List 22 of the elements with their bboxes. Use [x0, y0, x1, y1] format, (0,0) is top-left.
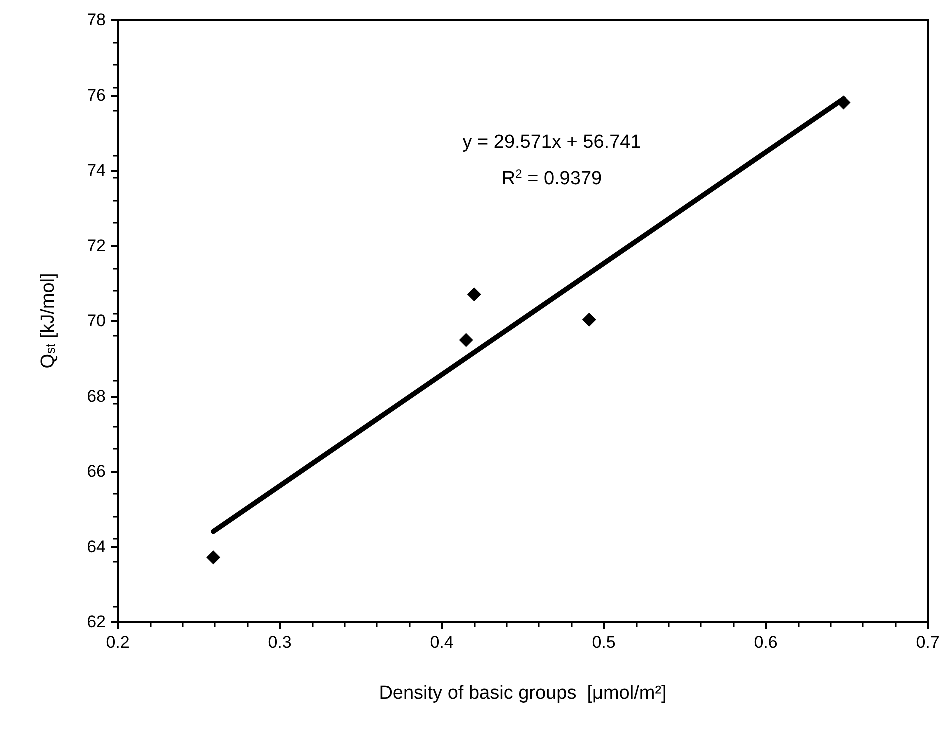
y-tick-label: 76 [87, 86, 106, 105]
x-axis-title: Density of basic groups [μmol/m²] [379, 683, 667, 704]
point [206, 550, 221, 565]
annotation: y = 29.571x + 56.741 [462, 132, 642, 153]
x-tick-label: 0.4 [430, 633, 454, 652]
y-tick-label: 64 [87, 537, 106, 556]
y-tick-label: 74 [87, 161, 106, 180]
x-tick-label: 0.5 [592, 633, 616, 652]
y-axis-title: Qst [kJ/mol] [38, 273, 59, 369]
point [459, 333, 474, 348]
y-tick-label: 66 [87, 462, 106, 481]
point [467, 288, 482, 302]
x-tick-label: 0.7 [916, 633, 940, 652]
y-tick-label: 78 [87, 10, 106, 30]
y-tick-label: 62 [87, 612, 106, 632]
x-tick-label: 0.3 [268, 633, 292, 652]
y-tick-label: 72 [87, 236, 106, 256]
y-tick-label: 70 [87, 312, 106, 330]
x-tick-label: 0.2 [106, 633, 130, 652]
x-tick-label: 0.6 [754, 633, 778, 652]
y-tick-label: 68 [87, 386, 106, 406]
point [582, 312, 596, 327]
